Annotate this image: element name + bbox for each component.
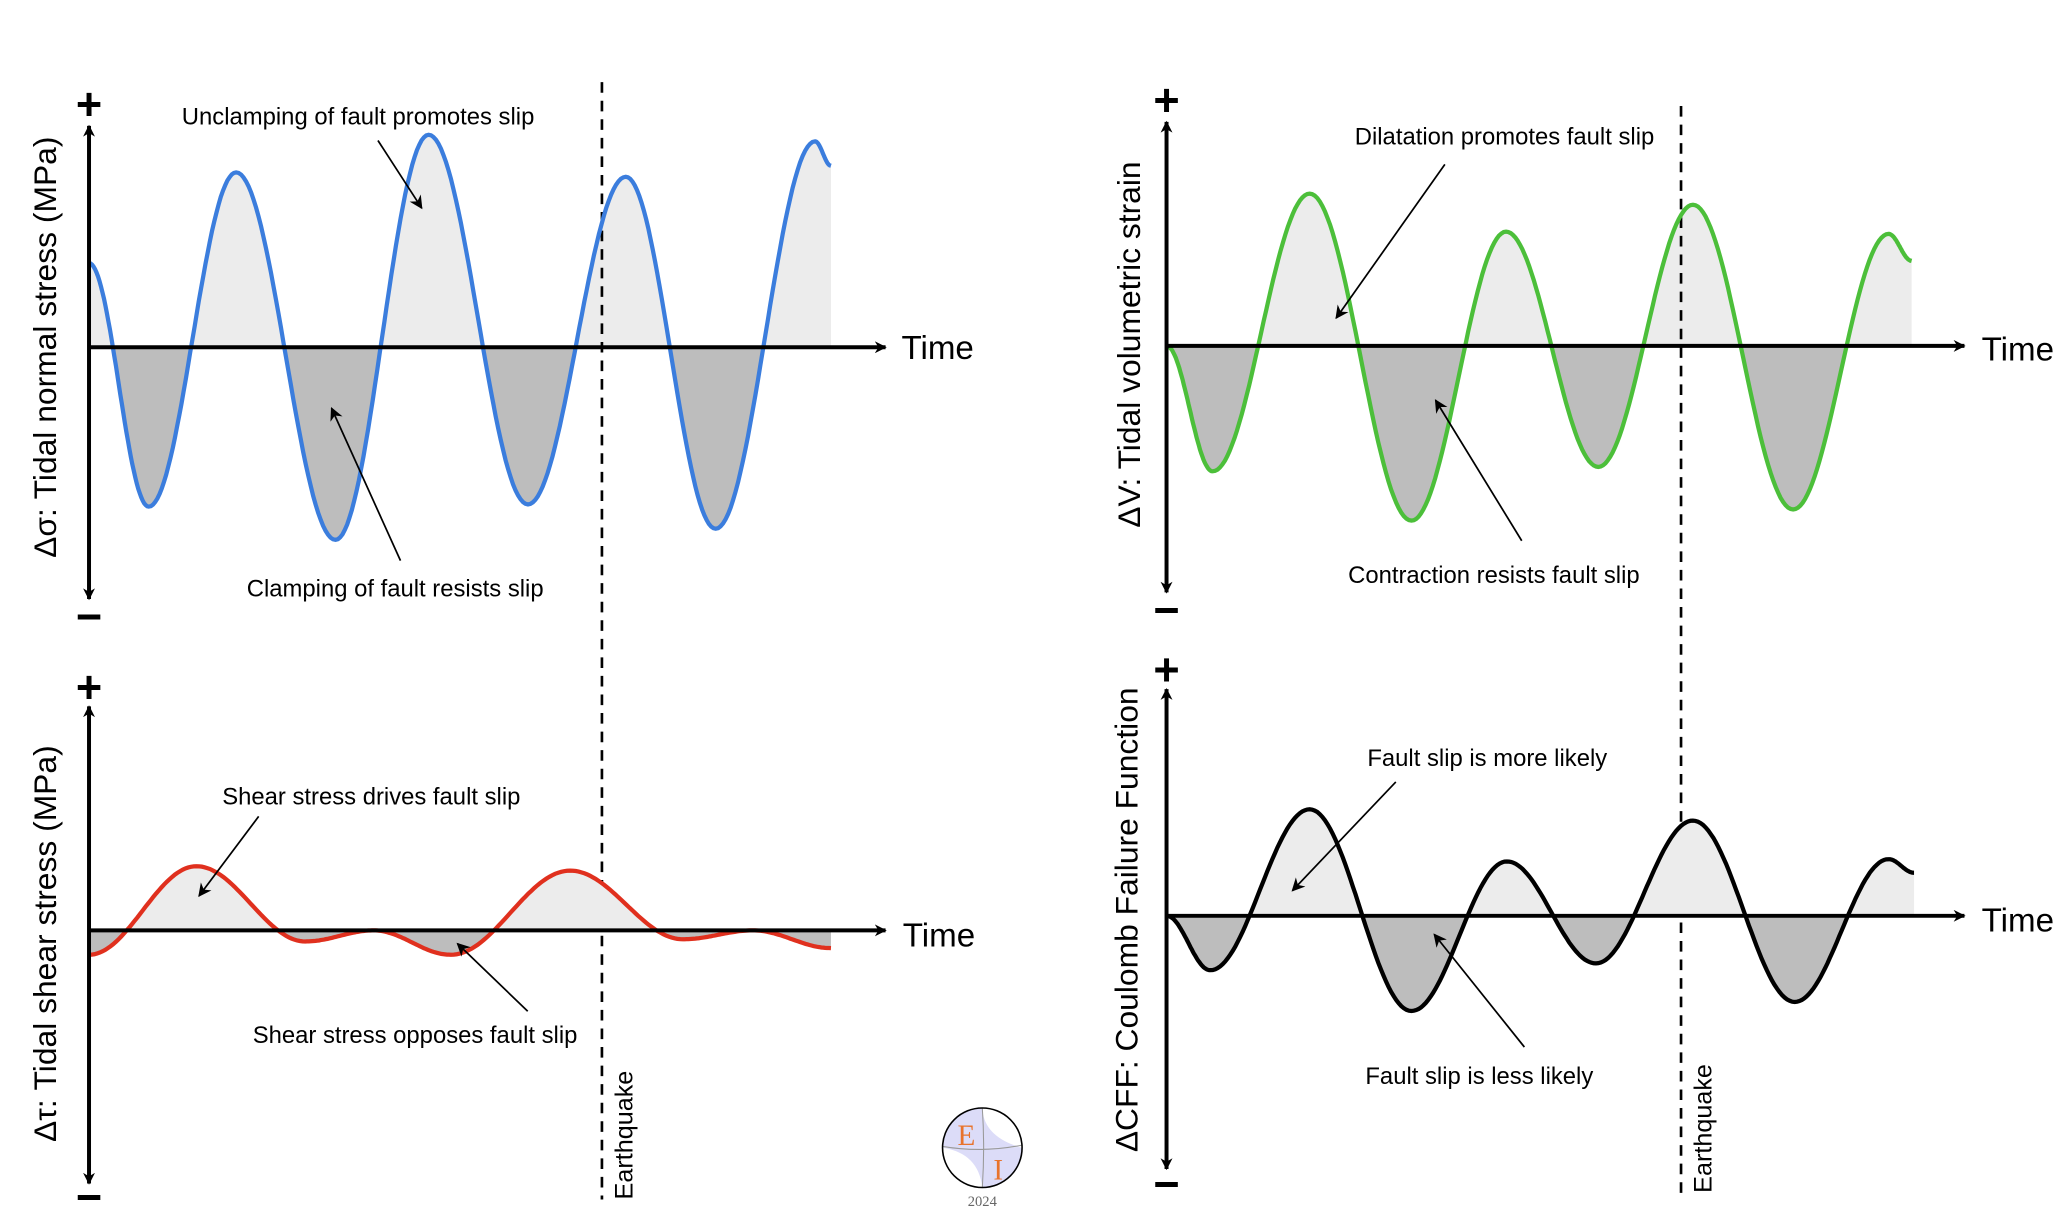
- logo-letter-i: I: [993, 1155, 1003, 1187]
- annotation-arrow: [330, 407, 402, 561]
- y-axis-label: ΔV: Tidal volumetric strain: [1111, 161, 1147, 527]
- annotation-arrow: [1335, 163, 1446, 320]
- shear-stress-panel: [83, 705, 887, 1185]
- annotation-less-likely: Fault slip is less likely: [1365, 1063, 1593, 1090]
- minus-sign: −: [76, 591, 102, 642]
- minus-sign: −: [1153, 1158, 1179, 1209]
- minus-sign: −: [1153, 585, 1179, 636]
- earthquake-label: Earthquake: [610, 1071, 638, 1200]
- negative-area-fill: [89, 930, 831, 955]
- y-axis-label: ΔCFF: Coulomb Failure Function: [1108, 687, 1144, 1152]
- normal-stress-panel: [83, 82, 887, 1200]
- annotation-dilatation: Dilatation promotes fault slip: [1355, 123, 1655, 150]
- annotation-arrow: [1434, 399, 1523, 542]
- logo-quadrant: [942, 1147, 1023, 1188]
- logo-quadrant: [942, 1107, 1023, 1148]
- positive-area-fill: [1166, 193, 1912, 346]
- annotation-arrow: [198, 815, 260, 897]
- plus-sign: +: [1153, 74, 1179, 125]
- x-axis-label: Time: [903, 917, 975, 954]
- x-axis-label: Time: [901, 330, 973, 367]
- annotation-shear-drives: Shear stress drives fault slip: [222, 783, 520, 810]
- ei-logo: E I 2024: [941, 1107, 1023, 1210]
- annotation-more-likely: Fault slip is more likely: [1367, 745, 1607, 772]
- logo-year: 2024: [968, 1194, 998, 1210]
- minus-sign: −: [76, 1172, 102, 1218]
- cff-panel: [1160, 687, 1966, 1171]
- plus-sign: +: [76, 661, 102, 712]
- negative-area-fill: [89, 347, 831, 540]
- cff-curve: [1166, 807, 1915, 1014]
- negative-area-fill: [1166, 345, 1912, 521]
- logo-letter-e: E: [958, 1120, 976, 1152]
- earthquake-label: Earthquake: [1689, 1064, 1717, 1193]
- annotation-arrow: [1433, 933, 1526, 1048]
- volumetric-curve: [1166, 191, 1913, 523]
- positive-area-fill: [89, 866, 831, 931]
- y-axis-label: Δσ: Tidal normal stress (MPa): [27, 137, 63, 558]
- y-axis-label: Δτ: Tidal shear stress (MPa): [27, 745, 63, 1142]
- annotation-clamping: Clamping of fault resists slip: [247, 575, 544, 602]
- plus-sign: +: [76, 78, 102, 129]
- normal-curve: [88, 132, 832, 542]
- annotation-shear-opposes: Shear stress opposes fault slip: [253, 1022, 578, 1049]
- annotation-unclamping: Unclamping of fault promotes slip: [182, 104, 535, 131]
- shear-curve: [88, 864, 832, 957]
- annotation-arrow: [456, 942, 529, 1012]
- annotation-contraction: Contraction resists fault slip: [1348, 562, 1640, 589]
- annotation-arrow: [377, 140, 423, 210]
- x-axis-label: Time: [1982, 331, 2054, 368]
- annotation-arrow: [1291, 781, 1397, 892]
- volumetric-strain-panel: [1160, 106, 1966, 1200]
- plus-sign: +: [1153, 644, 1179, 695]
- x-axis-label: Time: [1982, 903, 2054, 940]
